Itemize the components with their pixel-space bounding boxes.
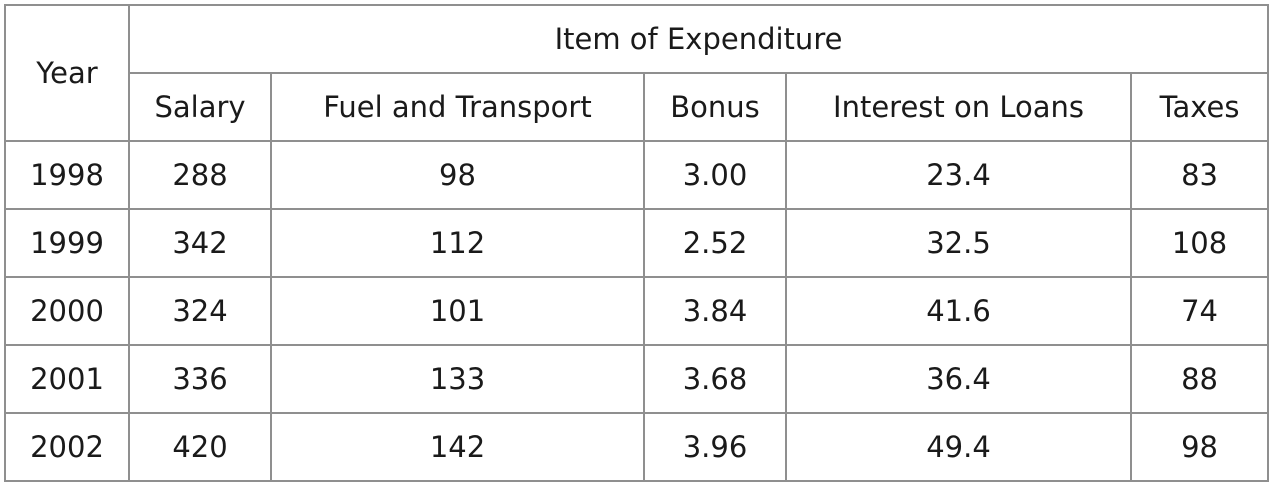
taxes-cell: 108: [1129, 208, 1270, 278]
interest-on-loans-cell: 36.4: [785, 344, 1132, 414]
table-row: 1999 342 112 2.52 32.5 108: [4, 208, 1270, 278]
interest-on-loans-cell: 41.6: [785, 276, 1132, 346]
column-header-bonus: Bonus: [643, 72, 787, 142]
year-cell: 2000: [4, 276, 130, 346]
header-row-columns: Salary Fuel and Transport Bonus Interest…: [5, 72, 1270, 142]
bonus-cell: 3.84: [643, 276, 787, 346]
salary-cell: 288: [128, 140, 272, 210]
column-header-fuel-and-transport: Fuel and Transport: [270, 72, 645, 142]
taxes-cell: 83: [1129, 140, 1270, 210]
year-header: Year: [4, 4, 130, 142]
fuel-and-transport-cell: 101: [270, 276, 645, 346]
fuel-and-transport-cell: 133: [270, 344, 645, 414]
table-row: 1998 288 98 3.00 23.4 83: [4, 140, 1270, 210]
column-header-salary: Salary: [128, 72, 272, 142]
expenditure-table: Year Item of Expenditure Salary Fuel and…: [4, 4, 1270, 482]
taxes-cell: 98: [1129, 412, 1270, 482]
year-cell: 2001: [4, 344, 130, 414]
interest-on-loans-cell: 49.4: [785, 412, 1132, 482]
bonus-cell: 3.00: [643, 140, 787, 210]
column-header-interest-on-loans: Interest on Loans: [785, 72, 1132, 142]
salary-cell: 342: [128, 208, 272, 278]
year-cell: 1999: [4, 208, 130, 278]
header-row-group: Year Item of Expenditure: [4, 4, 1270, 142]
interest-on-loans-cell: 32.5: [785, 208, 1132, 278]
bonus-cell: 3.68: [643, 344, 787, 414]
fuel-and-transport-cell: 98: [270, 140, 645, 210]
taxes-cell: 74: [1129, 276, 1270, 346]
bonus-cell: 3.96: [643, 412, 787, 482]
table-row: 2002 420 142 3.96 49.4 98: [4, 412, 1270, 482]
salary-cell: 420: [128, 412, 272, 482]
fuel-and-transport-cell: 142: [270, 412, 645, 482]
salary-cell: 324: [128, 276, 272, 346]
table-row: 2000 324 101 3.84 41.6 74: [4, 276, 1270, 346]
bonus-cell: 2.52: [643, 208, 787, 278]
table-row: 2001 336 133 3.68 36.4 88: [4, 344, 1270, 414]
interest-on-loans-cell: 23.4: [785, 140, 1132, 210]
year-cell: 1998: [4, 140, 130, 210]
salary-cell: 336: [128, 344, 272, 414]
year-cell: 2002: [4, 412, 130, 482]
fuel-and-transport-cell: 112: [270, 208, 645, 278]
column-header-taxes: Taxes: [1129, 72, 1270, 142]
item-of-expenditure-header: Item of Expenditure: [127, 4, 1270, 74]
taxes-cell: 88: [1129, 344, 1270, 414]
